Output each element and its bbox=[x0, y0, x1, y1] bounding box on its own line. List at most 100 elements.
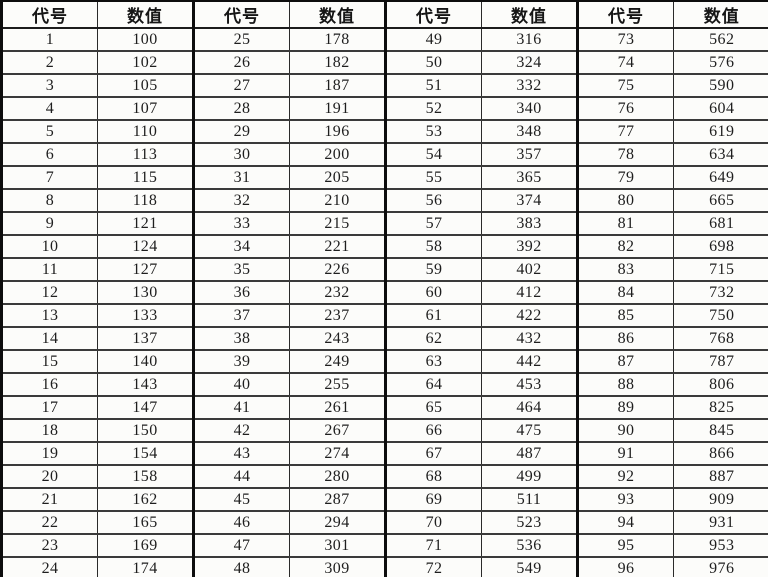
cell-value: 178 bbox=[289, 27, 386, 52]
cell-value: 110 bbox=[97, 119, 194, 144]
cell-value: 499 bbox=[481, 464, 578, 489]
cell-code: 90 bbox=[576, 418, 674, 443]
cell-code: 25 bbox=[192, 27, 290, 52]
cell-code: 33 bbox=[192, 211, 290, 236]
cell-value: 324 bbox=[481, 50, 578, 75]
cell-value: 158 bbox=[97, 464, 194, 489]
cell-value: 422 bbox=[481, 303, 578, 328]
cell-value: 187 bbox=[289, 73, 386, 98]
cell-code: 92 bbox=[576, 464, 674, 489]
cell-value: 162 bbox=[97, 487, 194, 512]
cell-code: 72 bbox=[384, 556, 482, 577]
table-row: 1 100 25 178 49 316 73 562 bbox=[0, 27, 768, 52]
table-row: 13 133 37 237 61 422 85 750 bbox=[0, 303, 768, 328]
cell-code: 48 bbox=[192, 556, 290, 577]
cell-code: 60 bbox=[384, 280, 482, 305]
cell-value: 280 bbox=[289, 464, 386, 489]
cell-value: 200 bbox=[289, 142, 386, 167]
cell-value: 634 bbox=[673, 142, 768, 167]
cell-value: 392 bbox=[481, 234, 578, 259]
cell-value: 953 bbox=[673, 533, 768, 558]
table-row: 23 169 47 301 71 536 95 953 bbox=[0, 533, 768, 558]
cell-code: 15 bbox=[0, 349, 98, 374]
table-row: 12 130 36 232 60 412 84 732 bbox=[0, 280, 768, 305]
cell-value: 750 bbox=[673, 303, 768, 328]
cell-code: 22 bbox=[0, 510, 98, 535]
cell-value: 215 bbox=[289, 211, 386, 236]
cell-code: 24 bbox=[0, 556, 98, 577]
table-row: 16 143 40 255 64 453 88 806 bbox=[0, 372, 768, 397]
cell-code: 59 bbox=[384, 257, 482, 282]
cell-code: 55 bbox=[384, 165, 482, 190]
cell-value: 698 bbox=[673, 234, 768, 259]
cell-value: 825 bbox=[673, 395, 768, 420]
cell-value: 604 bbox=[673, 96, 768, 121]
cell-value: 118 bbox=[97, 188, 194, 213]
cell-value: 147 bbox=[97, 395, 194, 420]
cell-value: 130 bbox=[97, 280, 194, 305]
cell-code: 4 bbox=[0, 96, 98, 121]
cell-value: 287 bbox=[289, 487, 386, 512]
cell-code: 79 bbox=[576, 165, 674, 190]
cell-value: 732 bbox=[673, 280, 768, 305]
header-cell-value: 数值 bbox=[481, 0, 578, 29]
cell-code: 34 bbox=[192, 234, 290, 259]
cell-code: 71 bbox=[384, 533, 482, 558]
cell-value: 294 bbox=[289, 510, 386, 535]
cell-value: 619 bbox=[673, 119, 768, 144]
cell-code: 2 bbox=[0, 50, 98, 75]
cell-code: 82 bbox=[576, 234, 674, 259]
cell-code: 28 bbox=[192, 96, 290, 121]
cell-code: 40 bbox=[192, 372, 290, 397]
cell-value: 232 bbox=[289, 280, 386, 305]
cell-code: 27 bbox=[192, 73, 290, 98]
cell-value: 374 bbox=[481, 188, 578, 213]
cell-value: 549 bbox=[481, 556, 578, 577]
cell-value: 154 bbox=[97, 441, 194, 466]
header-cell-value: 数值 bbox=[97, 0, 194, 29]
cell-value: 249 bbox=[289, 349, 386, 374]
cell-code: 83 bbox=[576, 257, 674, 282]
cell-code: 58 bbox=[384, 234, 482, 259]
cell-value: 124 bbox=[97, 234, 194, 259]
cell-value: 221 bbox=[289, 234, 386, 259]
cell-code: 54 bbox=[384, 142, 482, 167]
cell-value: 150 bbox=[97, 418, 194, 443]
cell-code: 26 bbox=[192, 50, 290, 75]
cell-code: 77 bbox=[576, 119, 674, 144]
cell-code: 80 bbox=[576, 188, 674, 213]
table-row: 11 127 35 226 59 402 83 715 bbox=[0, 257, 768, 282]
cell-value: 137 bbox=[97, 326, 194, 351]
table-row: 21 162 45 287 69 511 93 909 bbox=[0, 487, 768, 512]
cell-value: 255 bbox=[289, 372, 386, 397]
cell-code: 78 bbox=[576, 142, 674, 167]
table-row: 7 115 31 205 55 365 79 649 bbox=[0, 165, 768, 190]
cell-value: 174 bbox=[97, 556, 194, 577]
cell-value: 340 bbox=[481, 96, 578, 121]
cell-value: 107 bbox=[97, 96, 194, 121]
header-cell-value: 数值 bbox=[673, 0, 768, 29]
cell-value: 383 bbox=[481, 211, 578, 236]
cell-code: 73 bbox=[576, 27, 674, 52]
table-row: 4 107 28 191 52 340 76 604 bbox=[0, 96, 768, 121]
cell-value: 464 bbox=[481, 395, 578, 420]
cell-code: 94 bbox=[576, 510, 674, 535]
cell-code: 37 bbox=[192, 303, 290, 328]
cell-value: 205 bbox=[289, 165, 386, 190]
cell-value: 226 bbox=[289, 257, 386, 282]
cell-value: 487 bbox=[481, 441, 578, 466]
cell-code: 44 bbox=[192, 464, 290, 489]
table-row: 2 102 26 182 50 324 74 576 bbox=[0, 50, 768, 75]
cell-code: 62 bbox=[384, 326, 482, 351]
header-cell-code: 代号 bbox=[192, 0, 290, 29]
cell-value: 169 bbox=[97, 533, 194, 558]
table-row: 19 154 43 274 67 487 91 866 bbox=[0, 441, 768, 466]
table-row: 6 113 30 200 54 357 78 634 bbox=[0, 142, 768, 167]
cell-code: 86 bbox=[576, 326, 674, 351]
cell-value: 357 bbox=[481, 142, 578, 167]
cell-code: 89 bbox=[576, 395, 674, 420]
cell-code: 43 bbox=[192, 441, 290, 466]
table-row: 10 124 34 221 58 392 82 698 bbox=[0, 234, 768, 259]
cell-value: 523 bbox=[481, 510, 578, 535]
cell-value: 133 bbox=[97, 303, 194, 328]
